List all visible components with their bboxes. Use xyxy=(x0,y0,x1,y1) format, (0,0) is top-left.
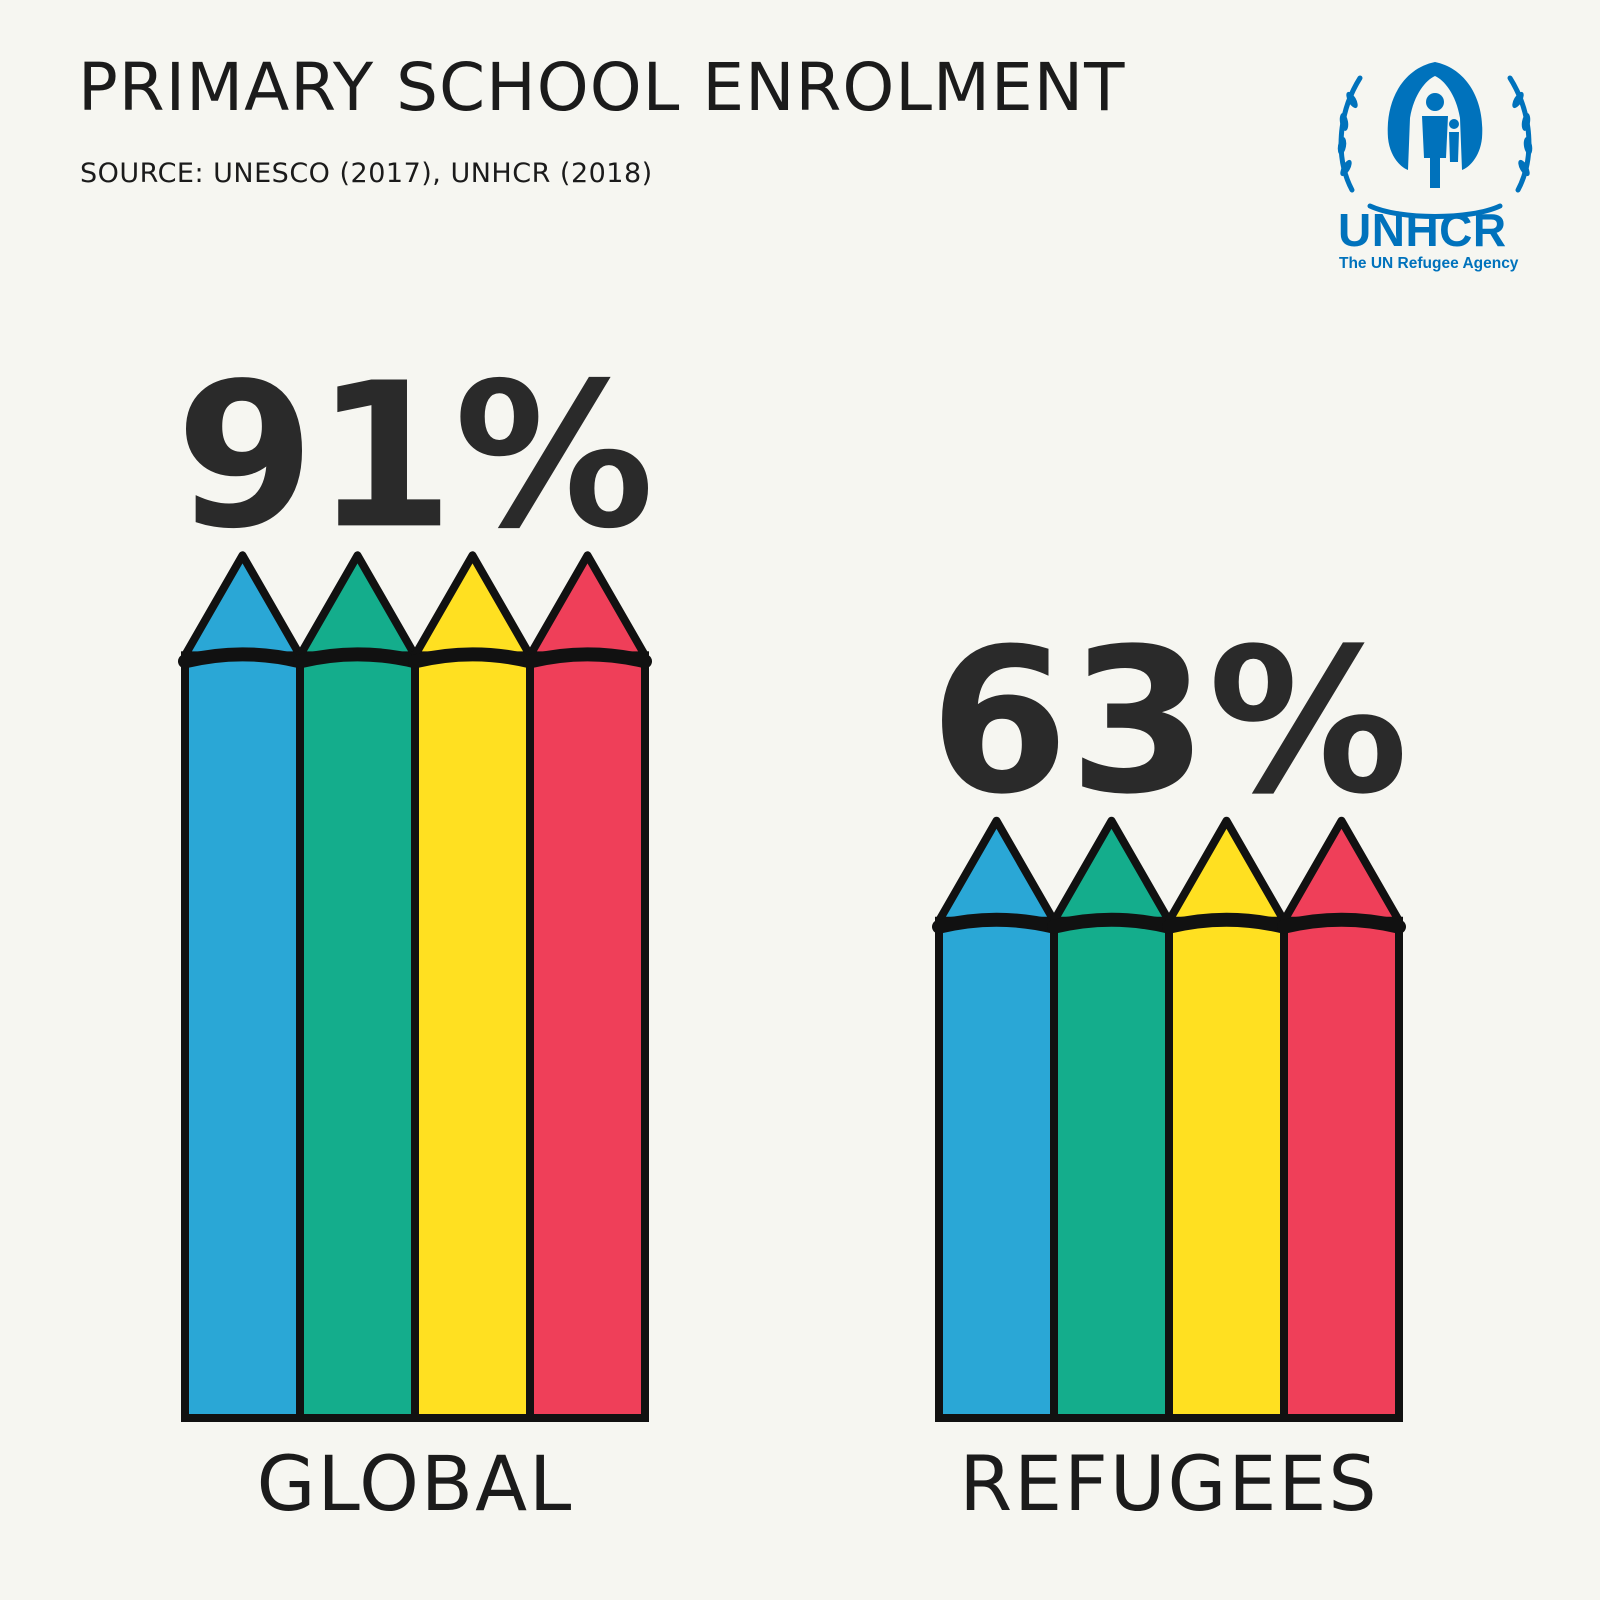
global-pencil-collar xyxy=(293,647,422,669)
unhcr-emblem-icon xyxy=(1337,62,1533,219)
refugees-pencil-collar xyxy=(1162,912,1291,934)
global-pencil-collar xyxy=(523,647,652,669)
global-pencil-bar xyxy=(181,651,304,1422)
refugees-pencil-bar xyxy=(1280,916,1403,1422)
refugees-pencil-bar xyxy=(1165,916,1288,1422)
global-value-label: 91% xyxy=(176,340,655,573)
global-pencil-collar xyxy=(178,647,307,669)
refugees-pencil-collar xyxy=(1277,912,1406,934)
refugees-pencil-collar xyxy=(932,912,1061,934)
refugees-value-label: 63% xyxy=(930,606,1409,839)
global-pencil-bar xyxy=(411,651,534,1422)
refugees-pencil-bar xyxy=(1050,916,1173,1422)
chart-title: PRIMARY SCHOOL ENROLMENT xyxy=(78,49,1126,126)
refugees-category-label: REFUGEES xyxy=(959,1439,1378,1528)
refugees-pencil-collar xyxy=(1047,912,1176,934)
source-note: SOURCE: UNESCO (2017), UNHCR (2018) xyxy=(80,158,653,189)
global-pencil-bar xyxy=(296,651,419,1422)
global-category-label: GLOBAL xyxy=(257,1439,574,1528)
refugees-pencil-bar xyxy=(935,916,1058,1422)
global-pencil-collar xyxy=(408,647,537,669)
logo-tagline: The UN Refugee Agency xyxy=(1339,255,1519,272)
logo-wordmark: UNHCR xyxy=(1338,204,1507,256)
global-pencil-bar xyxy=(526,651,649,1422)
